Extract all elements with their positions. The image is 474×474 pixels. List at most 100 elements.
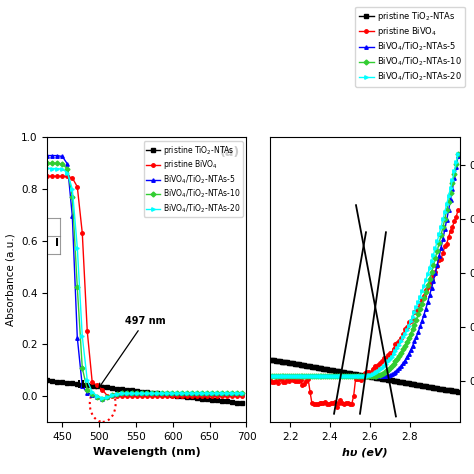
BiVO$_4$/TiO$_2$-NTAs-5 bbox=[149, 391, 155, 396]
pristine BiVO$_4$ bbox=[194, 393, 200, 399]
BiVO$_4$/TiO$_2$-NTAs-5 bbox=[109, 392, 115, 398]
BiVO$_4$/TiO$_2$-NTAs-10 bbox=[189, 391, 195, 396]
BiVO$_4$/TiO$_2$-NTAs-5 bbox=[184, 391, 190, 396]
pristine TiO$_2$-NTAs bbox=[164, 392, 170, 397]
pristine BiVO$_4$ bbox=[239, 393, 245, 399]
pristine TiO$_2$-NTAs bbox=[109, 385, 115, 391]
pristine BiVO$_4$ bbox=[134, 393, 140, 399]
BiVO$_4$/TiO$_2$-NTAs-10 bbox=[224, 391, 229, 396]
Legend: pristine TiO$_2$-NTAs, pristine BiVO$_4$, BiVO$_4$/TiO$_2$-NTAs-5, BiVO$_4$/TiO$: pristine TiO$_2$-NTAs, pristine BiVO$_4$… bbox=[355, 7, 465, 87]
BiVO$_4$/TiO$_2$-NTAs-10 bbox=[70, 194, 75, 200]
pristine TiO$_2$-NTAs bbox=[219, 398, 225, 404]
BiVO$_4$/TiO$_2$-NTAs-20 bbox=[129, 391, 135, 396]
BiVO$_4$/TiO$_2$-NTAs-10 bbox=[100, 396, 105, 401]
pristine TiO$_2$-NTAs bbox=[139, 389, 145, 394]
BiVO$_4$/TiO$_2$-NTAs-5 bbox=[124, 391, 130, 396]
BiVO$_4$/TiO$_2$-NTAs-10 bbox=[134, 391, 140, 396]
pristine TiO$_2$-NTAs bbox=[214, 398, 219, 403]
pristine BiVO$_4$ bbox=[219, 393, 225, 399]
BiVO$_4$/TiO$_2$-NTAs-20 bbox=[60, 166, 65, 172]
BiVO$_4$/TiO$_2$-NTAs-10 bbox=[80, 365, 85, 371]
BiVO$_4$/TiO$_2$-NTAs-5 bbox=[194, 391, 200, 396]
BiVO$_4$/TiO$_2$-NTAs-20 bbox=[229, 391, 235, 396]
BiVO$_4$/TiO$_2$-NTAs-20 bbox=[149, 391, 155, 396]
pristine BiVO$_4$ bbox=[204, 393, 210, 399]
BiVO$_4$/TiO$_2$-NTAs-5 bbox=[199, 391, 205, 396]
BiVO$_4$/TiO$_2$-NTAs-10 bbox=[229, 391, 235, 396]
pristine BiVO$_4$ bbox=[149, 393, 155, 399]
pristine BiVO$_4$ bbox=[209, 393, 215, 399]
BiVO$_4$/TiO$_2$-NTAs-5 bbox=[159, 391, 165, 396]
pristine TiO$_2$-NTAs bbox=[184, 394, 190, 400]
BiVO$_4$/TiO$_2$-NTAs-20 bbox=[104, 394, 110, 400]
Line: BiVO$_4$/TiO$_2$-NTAs-20: BiVO$_4$/TiO$_2$-NTAs-20 bbox=[46, 167, 244, 400]
BiVO$_4$/TiO$_2$-NTAs-10 bbox=[164, 391, 170, 396]
BiVO$_4$/TiO$_2$-NTAs-20 bbox=[45, 165, 50, 171]
BiVO$_4$/TiO$_2$-NTAs-5 bbox=[119, 391, 125, 396]
BiVO$_4$/TiO$_2$-NTAs-5 bbox=[139, 391, 145, 396]
BiVO$_4$/TiO$_2$-NTAs-10 bbox=[104, 394, 110, 400]
Text: (a): (a) bbox=[220, 146, 240, 159]
pristine TiO$_2$-NTAs bbox=[194, 395, 200, 401]
BiVO$_4$/TiO$_2$-NTAs-5 bbox=[114, 391, 120, 397]
BiVO$_4$/TiO$_2$-NTAs-5 bbox=[90, 392, 95, 398]
pristine TiO$_2$-NTAs bbox=[209, 397, 215, 402]
BiVO$_4$/TiO$_2$-NTAs-5 bbox=[129, 391, 135, 396]
pristine BiVO$_4$ bbox=[74, 184, 80, 190]
BiVO$_4$/TiO$_2$-NTAs-10 bbox=[179, 391, 185, 396]
Text: II: II bbox=[77, 380, 85, 390]
pristine BiVO$_4$ bbox=[109, 393, 115, 399]
BiVO$_4$/TiO$_2$-NTAs-5 bbox=[189, 391, 195, 396]
pristine BiVO$_4$ bbox=[60, 173, 65, 179]
Y-axis label: Absorbance (a.u.): Absorbance (a.u.) bbox=[6, 233, 16, 326]
Text: 497 nm: 497 nm bbox=[99, 316, 165, 387]
pristine TiO$_2$-NTAs bbox=[60, 379, 65, 385]
BiVO$_4$/TiO$_2$-NTAs-10 bbox=[84, 387, 90, 392]
pristine BiVO$_4$ bbox=[144, 393, 150, 399]
pristine BiVO$_4$ bbox=[164, 393, 170, 399]
pristine TiO$_2$-NTAs bbox=[159, 391, 165, 397]
Line: BiVO$_4$/TiO$_2$-NTAs-5: BiVO$_4$/TiO$_2$-NTAs-5 bbox=[46, 154, 244, 401]
pristine BiVO$_4$ bbox=[139, 393, 145, 399]
BiVO$_4$/TiO$_2$-NTAs-10 bbox=[144, 391, 150, 396]
BiVO$_4$/TiO$_2$-NTAs-20 bbox=[100, 396, 105, 401]
BiVO$_4$/TiO$_2$-NTAs-20 bbox=[239, 391, 245, 396]
BiVO$_4$/TiO$_2$-NTAs-10 bbox=[149, 391, 155, 396]
pristine TiO$_2$-NTAs bbox=[239, 401, 245, 406]
BiVO$_4$/TiO$_2$-NTAs-10 bbox=[114, 391, 120, 397]
BiVO$_4$/TiO$_2$-NTAs-5 bbox=[64, 161, 70, 167]
BiVO$_4$/TiO$_2$-NTAs-5 bbox=[144, 391, 150, 396]
BiVO$_4$/TiO$_2$-NTAs-10 bbox=[50, 161, 55, 166]
BiVO$_4$/TiO$_2$-NTAs-20 bbox=[184, 391, 190, 396]
BiVO$_4$/TiO$_2$-NTAs-10 bbox=[45, 161, 50, 166]
BiVO$_4$/TiO$_2$-NTAs-20 bbox=[50, 166, 55, 172]
pristine BiVO$_4$ bbox=[124, 393, 130, 399]
BiVO$_4$/TiO$_2$-NTAs-20 bbox=[219, 391, 225, 396]
BiVO$_4$/TiO$_2$-NTAs-20 bbox=[119, 391, 125, 396]
BiVO$_4$/TiO$_2$-NTAs-10 bbox=[124, 391, 130, 396]
BiVO$_4$/TiO$_2$-NTAs-10 bbox=[64, 166, 70, 172]
BiVO$_4$/TiO$_2$-NTAs-5 bbox=[224, 391, 229, 396]
BiVO$_4$/TiO$_2$-NTAs-20 bbox=[169, 391, 175, 396]
BiVO$_4$/TiO$_2$-NTAs-20 bbox=[109, 392, 115, 398]
BiVO$_4$/TiO$_2$-NTAs-5 bbox=[234, 391, 239, 396]
pristine TiO$_2$-NTAs bbox=[90, 383, 95, 389]
pristine TiO$_2$-NTAs bbox=[234, 400, 239, 405]
BiVO$_4$/TiO$_2$-NTAs-20 bbox=[144, 391, 150, 396]
BiVO$_4$/TiO$_2$-NTAs-10 bbox=[109, 392, 115, 398]
pristine BiVO$_4$ bbox=[84, 328, 90, 334]
pristine BiVO$_4$ bbox=[94, 383, 100, 388]
pristine TiO$_2$-NTAs bbox=[70, 381, 75, 386]
pristine BiVO$_4$ bbox=[129, 393, 135, 399]
BiVO$_4$/TiO$_2$-NTAs-5 bbox=[50, 153, 55, 158]
pristine TiO$_2$-NTAs bbox=[64, 380, 70, 386]
BiVO$_4$/TiO$_2$-NTAs-5 bbox=[154, 391, 160, 396]
BiVO$_4$/TiO$_2$-NTAs-20 bbox=[70, 186, 75, 192]
BiVO$_4$/TiO$_2$-NTAs-5 bbox=[134, 391, 140, 396]
BiVO$_4$/TiO$_2$-NTAs-5 bbox=[164, 391, 170, 396]
BiVO$_4$/TiO$_2$-NTAs-20 bbox=[204, 391, 210, 396]
pristine BiVO$_4$ bbox=[199, 393, 205, 399]
pristine BiVO$_4$ bbox=[90, 380, 95, 385]
pristine TiO$_2$-NTAs bbox=[154, 391, 160, 396]
pristine TiO$_2$-NTAs bbox=[229, 399, 235, 405]
